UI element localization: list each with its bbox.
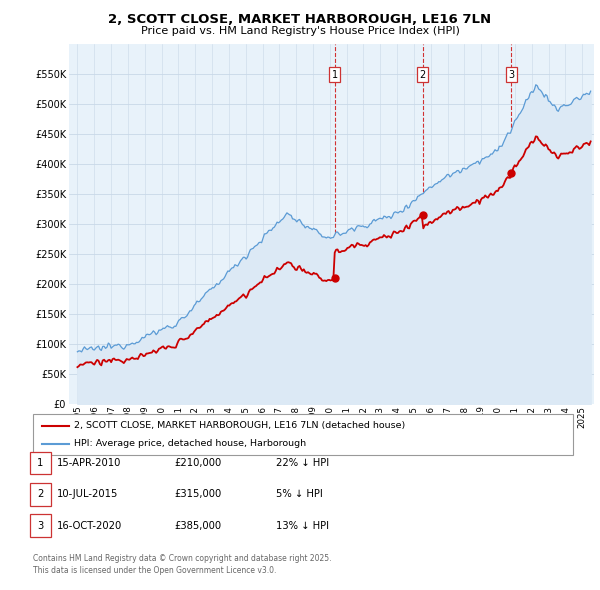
Text: HPI: Average price, detached house, Harborough: HPI: Average price, detached house, Harb… [74,440,306,448]
Text: 1: 1 [37,458,44,468]
Text: 1: 1 [332,70,338,80]
Text: Price paid vs. HM Land Registry's House Price Index (HPI): Price paid vs. HM Land Registry's House … [140,26,460,36]
Text: 5% ↓ HPI: 5% ↓ HPI [276,490,323,499]
Text: 3: 3 [508,70,514,80]
Text: 2, SCOTT CLOSE, MARKET HARBOROUGH, LE16 7LN (detached house): 2, SCOTT CLOSE, MARKET HARBOROUGH, LE16 … [74,421,405,430]
Text: 3: 3 [37,521,44,530]
Text: 22% ↓ HPI: 22% ↓ HPI [276,458,329,468]
Text: 2: 2 [37,490,44,499]
Text: Contains HM Land Registry data © Crown copyright and database right 2025.
This d: Contains HM Land Registry data © Crown c… [33,555,331,575]
Text: 2, SCOTT CLOSE, MARKET HARBOROUGH, LE16 7LN: 2, SCOTT CLOSE, MARKET HARBOROUGH, LE16 … [109,13,491,26]
Text: 13% ↓ HPI: 13% ↓ HPI [276,521,329,530]
Text: 2: 2 [420,70,426,80]
Text: 16-OCT-2020: 16-OCT-2020 [57,521,122,530]
Text: £315,000: £315,000 [174,490,221,499]
Text: 15-APR-2010: 15-APR-2010 [57,458,121,468]
Text: £210,000: £210,000 [174,458,221,468]
Text: £385,000: £385,000 [174,521,221,530]
Text: 10-JUL-2015: 10-JUL-2015 [57,490,118,499]
